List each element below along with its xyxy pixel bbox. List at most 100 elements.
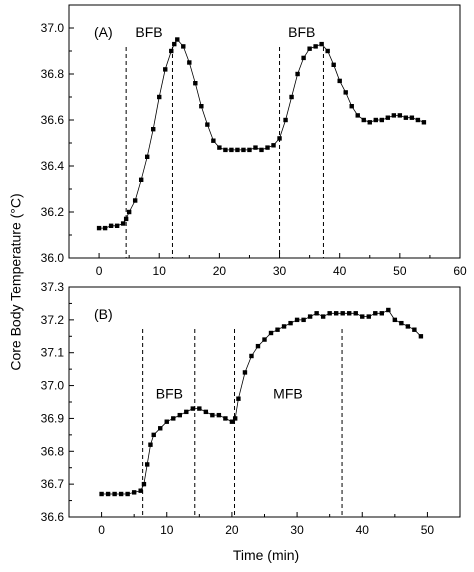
y-tick-label: 36.8 bbox=[41, 67, 65, 81]
data-point bbox=[169, 48, 174, 54]
data-point bbox=[277, 136, 282, 141]
data-point bbox=[141, 481, 147, 487]
data-point bbox=[409, 115, 415, 120]
data-point bbox=[262, 337, 267, 342]
y-tick-label: 36.9 bbox=[41, 411, 65, 425]
data-point bbox=[421, 120, 427, 125]
x-tick-label: 0 bbox=[98, 523, 105, 537]
panel-a: 0 10 20 30 40 50 60 36.0 36.2 36.4 36.6 36.8 37.0 BFB… bbox=[41, 4, 467, 278]
data-point bbox=[105, 491, 111, 497]
data-point bbox=[325, 48, 330, 54]
data-point bbox=[241, 147, 246, 153]
data-point bbox=[353, 311, 358, 316]
data-point bbox=[373, 117, 378, 123]
data-point bbox=[288, 320, 293, 326]
data-point bbox=[355, 113, 360, 118]
data-point bbox=[373, 311, 378, 316]
data-point bbox=[203, 409, 209, 415]
data-point bbox=[349, 104, 354, 109]
data-point bbox=[235, 147, 240, 153]
data-point bbox=[151, 432, 156, 438]
data-point bbox=[210, 412, 215, 418]
data-point bbox=[361, 117, 366, 123]
y-tick-label: 37.1 bbox=[41, 346, 65, 360]
data-point bbox=[294, 317, 300, 323]
data-point bbox=[253, 145, 258, 150]
x-tick-label: 40 bbox=[333, 264, 347, 278]
x-tick-label: 0 bbox=[96, 264, 103, 278]
data-point bbox=[172, 41, 177, 47]
x-tick-label: 60 bbox=[453, 264, 467, 278]
plot-frame bbox=[68, 4, 461, 259]
x-tick-label: 20 bbox=[225, 523, 239, 537]
data-point bbox=[232, 416, 238, 421]
series-line bbox=[101, 309, 422, 495]
data-point bbox=[386, 307, 391, 313]
data-point bbox=[379, 311, 384, 316]
data-point bbox=[158, 426, 163, 431]
x-tick-label: 50 bbox=[393, 264, 407, 278]
data-point bbox=[385, 115, 391, 120]
data-point bbox=[145, 462, 150, 467]
data-point bbox=[307, 46, 312, 51]
y-tick-label: 37.0 bbox=[41, 21, 65, 35]
data-point bbox=[138, 488, 143, 493]
phase-label: MFB bbox=[273, 386, 303, 402]
data-point bbox=[347, 311, 352, 316]
data-point bbox=[211, 138, 216, 143]
data-point bbox=[177, 412, 182, 418]
data-point bbox=[229, 147, 234, 153]
y-tick-label: 36.2 bbox=[41, 205, 65, 219]
data-point bbox=[132, 198, 138, 203]
data-point bbox=[187, 60, 192, 65]
ylabel: Core Body Temperature (°C) bbox=[8, 193, 24, 370]
data-point bbox=[190, 406, 196, 411]
data-point bbox=[125, 491, 130, 497]
data-point bbox=[199, 104, 204, 109]
data-point bbox=[391, 113, 397, 118]
data-point bbox=[131, 490, 137, 495]
panel-label: (B) bbox=[94, 306, 113, 322]
y-tick-label: 37.2 bbox=[41, 313, 65, 327]
data-point bbox=[403, 115, 409, 120]
data-point bbox=[301, 317, 306, 323]
phase-label: BFB bbox=[288, 24, 315, 40]
data-point bbox=[157, 94, 162, 100]
data-point bbox=[360, 314, 365, 319]
data-point bbox=[301, 55, 306, 61]
data-point bbox=[242, 370, 248, 375]
data-point bbox=[405, 324, 411, 329]
data-point bbox=[223, 416, 228, 421]
xlabel: Time (min) bbox=[233, 547, 299, 563]
y-tick-label: 36.7 bbox=[41, 477, 65, 491]
data-point bbox=[126, 209, 132, 215]
y-tick-label: 36.8 bbox=[41, 444, 65, 458]
data-point bbox=[379, 117, 384, 123]
data-point bbox=[120, 221, 126, 226]
data-point bbox=[205, 122, 210, 127]
data-point bbox=[114, 223, 120, 228]
x-tick-label: 10 bbox=[153, 264, 167, 278]
data-point bbox=[313, 44, 318, 49]
panel-b: 0 10 20 30 40 50 36.6 36.7 36.8 36.9 37.0 37.1 37.2 3… bbox=[41, 280, 461, 537]
data-point bbox=[216, 412, 222, 418]
x-tick-label: 10 bbox=[160, 523, 174, 537]
panel-label: (A) bbox=[94, 24, 113, 40]
data-point bbox=[399, 320, 404, 326]
data-point bbox=[333, 311, 339, 316]
y-tick-label: 37.0 bbox=[41, 379, 65, 393]
data-point bbox=[319, 41, 324, 47]
data-point bbox=[145, 154, 150, 159]
data-point bbox=[320, 314, 326, 319]
data-point bbox=[255, 343, 261, 349]
x-tick-label: 30 bbox=[290, 523, 304, 537]
data-point bbox=[337, 78, 342, 84]
data-point bbox=[397, 113, 403, 118]
data-point bbox=[259, 147, 264, 153]
data-point bbox=[249, 353, 254, 359]
x-tick-label: 20 bbox=[213, 264, 227, 278]
data-point bbox=[223, 147, 228, 153]
data-point bbox=[123, 216, 129, 222]
data-point bbox=[151, 127, 156, 132]
data-point bbox=[295, 71, 300, 77]
